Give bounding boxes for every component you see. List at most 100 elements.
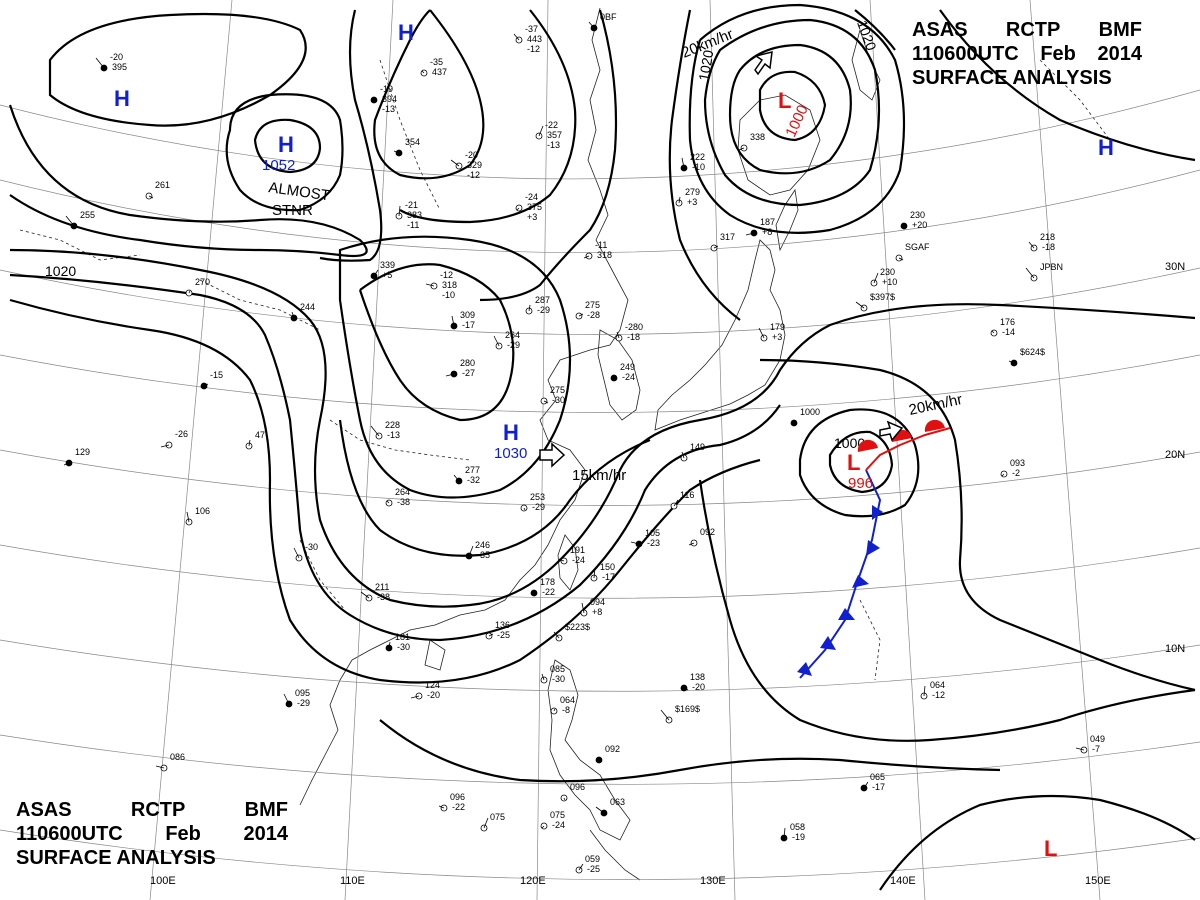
station-value: 150	[600, 562, 615, 572]
station-plot: 059-25	[575, 854, 600, 874]
low-center: L	[778, 88, 791, 113]
station-value: 375	[527, 202, 542, 212]
station-value: +20	[912, 220, 927, 230]
station-value: 149	[690, 442, 705, 452]
wind-barb-icon	[438, 805, 445, 809]
station-value: 0BF	[600, 12, 617, 22]
station-plot: 181-30	[385, 632, 410, 652]
wind-barb-icon	[578, 313, 584, 317]
station-value: 394	[382, 94, 397, 104]
station-plot: 085-30	[540, 664, 565, 684]
station-plot: 218-18	[1028, 232, 1055, 252]
station-value: -38	[397, 497, 410, 507]
station-value: 181	[395, 632, 410, 642]
station-value: 085	[550, 664, 565, 674]
station-value: 094	[590, 597, 605, 607]
wind-barb-icon	[451, 315, 455, 327]
station-plot: 116	[670, 490, 694, 510]
motion-arrow-icon	[879, 420, 904, 442]
isobars	[8, 3, 1196, 891]
station-value: 383	[407, 210, 422, 220]
wind-barb-icon	[683, 687, 689, 691]
wind-barb-icon	[398, 205, 401, 217]
wind-barb-icon	[543, 400, 549, 404]
station-value: -20	[692, 682, 705, 692]
station-plot: 228-13	[370, 420, 400, 440]
grid-labels: 100E 110E 120E 130E 140E 150E 30N 20N 10…	[150, 261, 1185, 887]
wind-barb-icon	[155, 765, 165, 769]
station-plot: 049-7	[1075, 734, 1105, 754]
wind-barb-icon	[783, 827, 786, 839]
station-plot: 075	[480, 812, 505, 832]
station-plot: 106	[185, 506, 210, 526]
wind-barb-icon	[581, 602, 585, 614]
high-center: H	[278, 132, 294, 157]
wind-barb-icon	[531, 592, 535, 596]
station-value: -30	[552, 395, 565, 405]
station-value: 191	[570, 545, 585, 555]
station-value: 092	[605, 744, 620, 754]
station-value: 228	[385, 420, 400, 430]
lon-label: 130E	[700, 875, 726, 887]
station-plot: 264-29	[493, 330, 520, 350]
station-value: -14	[1002, 327, 1015, 337]
wind-barb-icon	[445, 373, 455, 377]
station-value: -17	[462, 320, 475, 330]
wind-barb-icon	[493, 335, 500, 347]
wind-barb-icon	[873, 272, 879, 284]
wind-barb-icon	[596, 757, 600, 761]
station-value: 264	[395, 487, 410, 497]
title-station: BMF	[1098, 19, 1142, 41]
station-plot: 275-30	[540, 385, 565, 405]
station-plot: -26	[160, 429, 188, 449]
wind-barb-icon	[595, 806, 605, 814]
station-value: 270	[195, 277, 210, 287]
wind-barb-icon	[923, 685, 926, 697]
wind-barb-icon	[360, 591, 370, 599]
wind-barb-icon	[373, 269, 379, 277]
station-plot: 092	[688, 527, 715, 547]
station-plot: 338	[738, 132, 765, 152]
wind-barb-icon	[553, 631, 560, 639]
station-plot: 178-22	[530, 577, 555, 597]
isobar-label: 1020	[695, 48, 716, 82]
station-value: -12	[527, 44, 540, 54]
wind-barb-icon	[660, 709, 670, 721]
wind-barb-icon	[863, 781, 869, 789]
station-plot: 47	[245, 430, 265, 450]
station-plot: 287-29	[525, 295, 550, 315]
wind-barb-icon	[148, 195, 154, 199]
station-plot: 176-14	[990, 317, 1015, 337]
station-value: -19	[792, 832, 805, 842]
wind-barb-icon	[160, 444, 170, 448]
station-value: 096	[570, 782, 585, 792]
station-value: 47	[255, 430, 265, 440]
station-value: 279	[685, 187, 700, 197]
station-value: 176	[1000, 317, 1015, 327]
station-value: JPBN	[1040, 262, 1063, 272]
station-plot: 093-2	[1000, 458, 1025, 478]
station-value: 129	[75, 447, 90, 457]
station-value: 095	[295, 688, 310, 698]
station-value: -30	[552, 674, 565, 684]
station-value: -24	[572, 555, 585, 565]
lon-label: 120E	[520, 875, 546, 887]
wind-barb-icon	[453, 474, 460, 482]
station-value: 249	[620, 362, 635, 372]
station-plot: $223$	[553, 622, 590, 642]
station-plots: -20395-37443-12-35437-19394-13-22357-13-…	[63, 12, 1105, 874]
station-value: -29	[297, 698, 310, 708]
title-station: BMF	[244, 799, 288, 821]
station-plot: JPBN	[1025, 262, 1063, 282]
station-value: -20	[427, 690, 440, 700]
wind-barb-icon	[991, 330, 995, 334]
wind-barb-icon	[563, 797, 566, 801]
motion-speed: 15km/hr	[572, 467, 626, 484]
station-value: 318	[597, 250, 612, 260]
station-plot: 279+3	[675, 187, 700, 207]
